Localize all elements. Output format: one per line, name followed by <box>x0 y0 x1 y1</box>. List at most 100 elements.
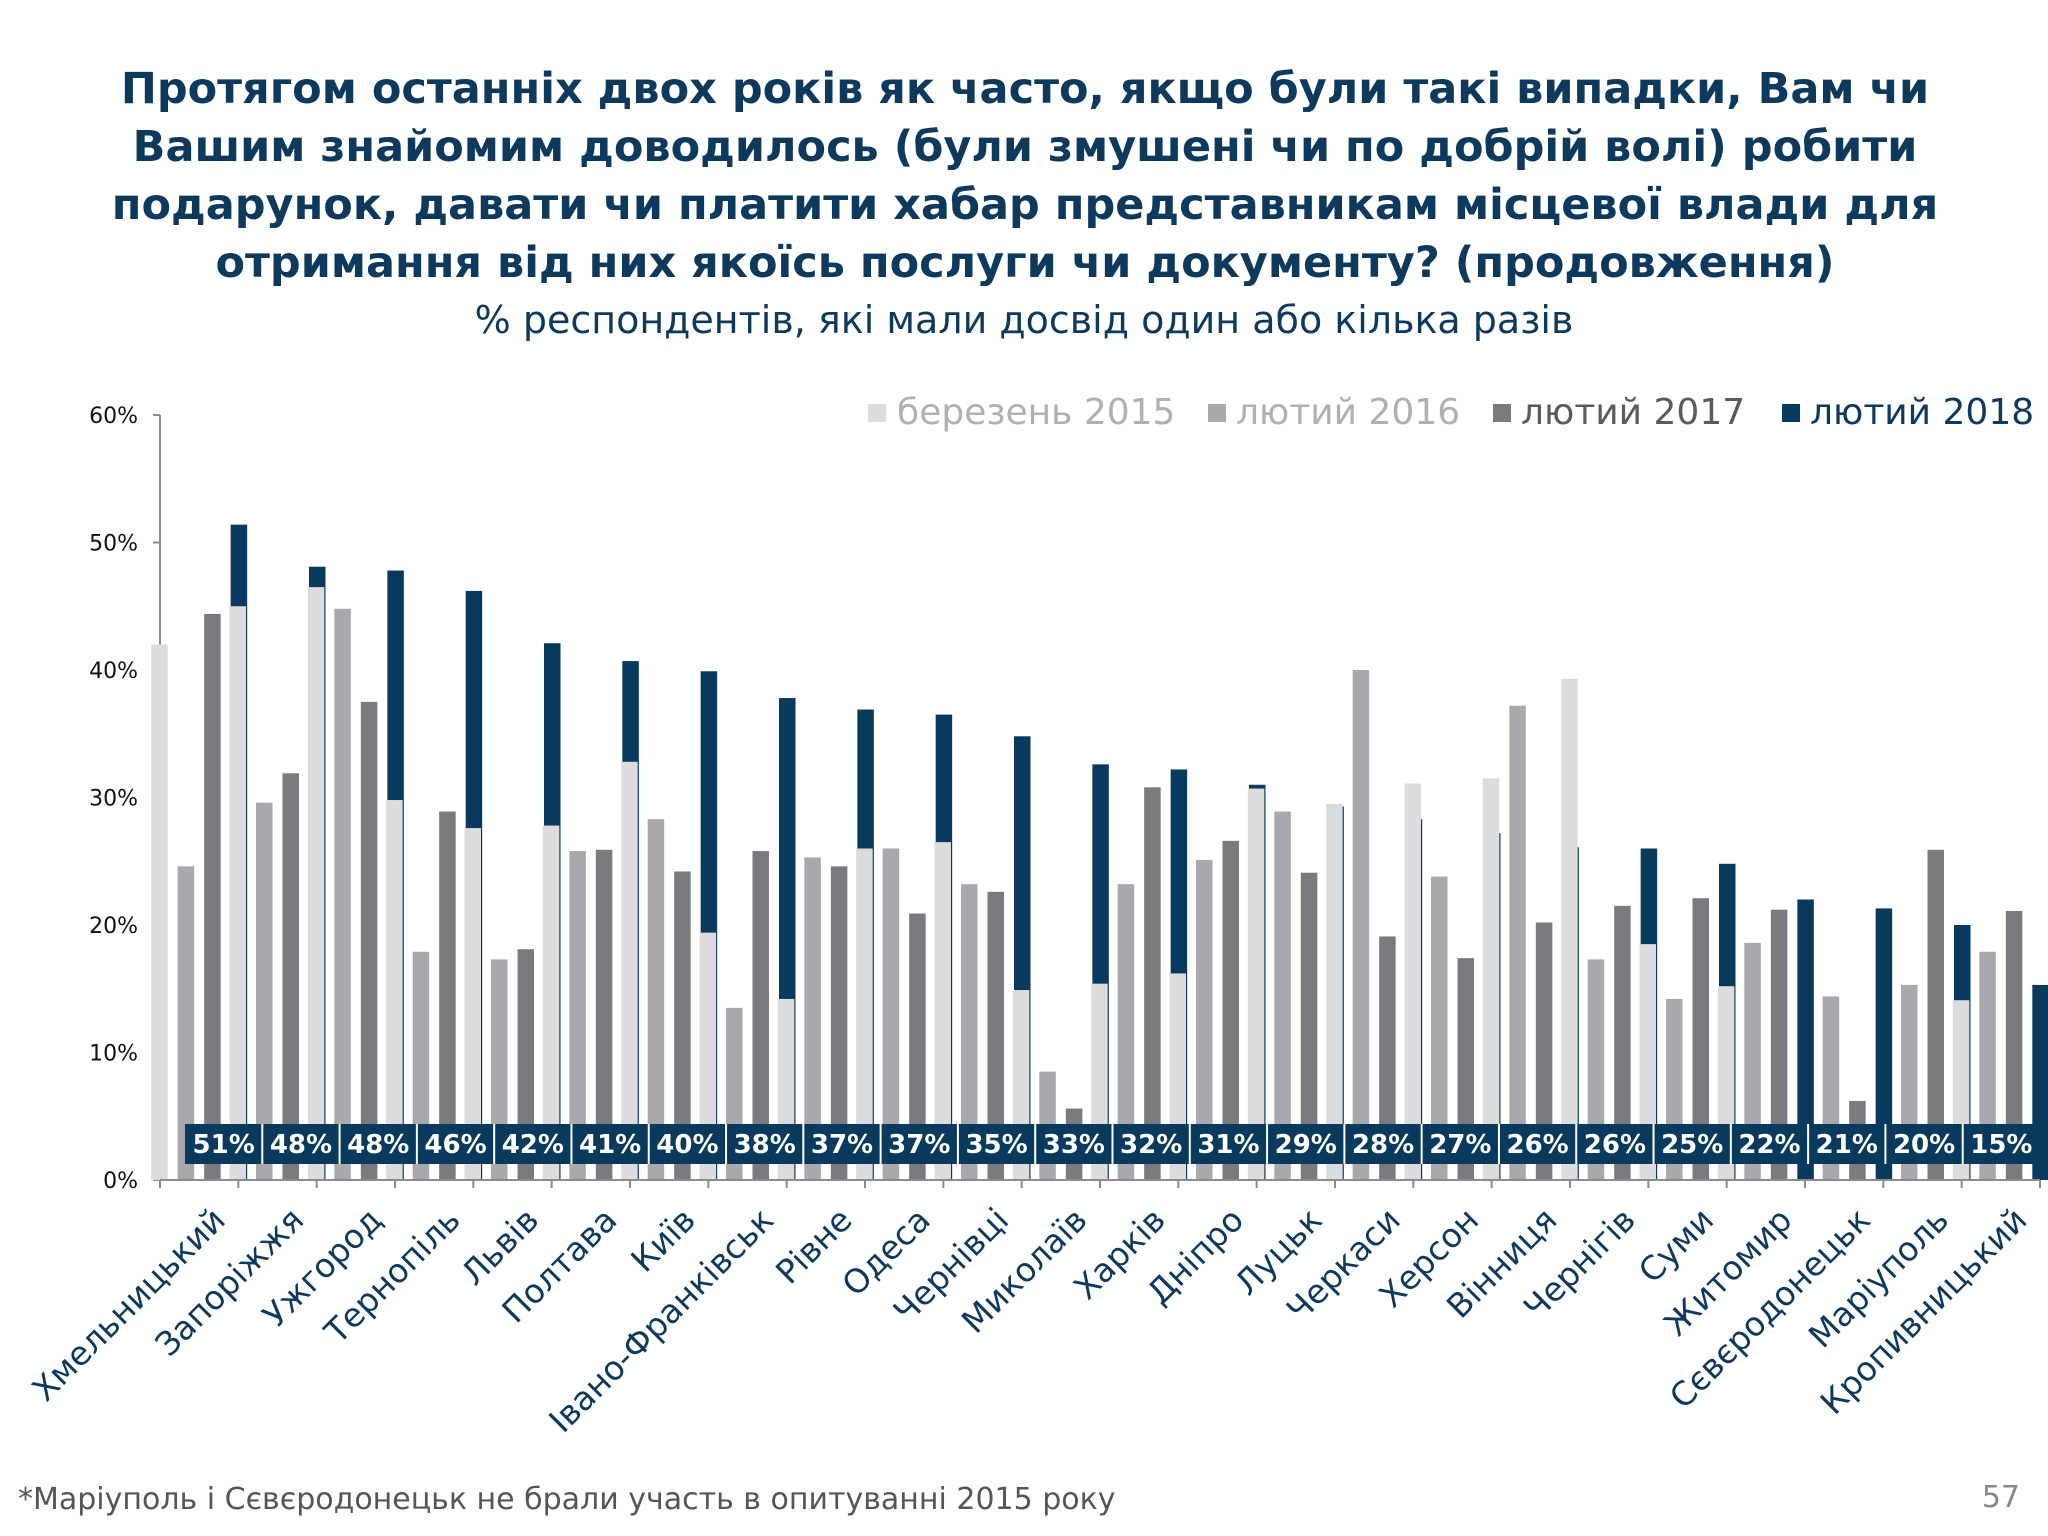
bar <box>1979 951 1996 1180</box>
bar <box>882 848 900 1180</box>
y-tick-label: 40% <box>89 659 138 684</box>
bar <box>909 913 926 1180</box>
bar <box>1535 922 1553 1180</box>
data-label: 26% <box>1584 1130 1646 1160</box>
bar <box>360 701 378 1180</box>
data-label: 41% <box>579 1130 641 1160</box>
legend-swatch <box>1208 404 1226 422</box>
data-label: 25% <box>1661 1130 1723 1160</box>
bar <box>1692 898 1709 1180</box>
bar <box>621 761 638 1180</box>
legend: березень 2015 лютий 2016 лютий 2017 лютий 2… <box>868 392 2034 433</box>
bar <box>542 825 560 1180</box>
bar <box>699 932 716 1180</box>
bar <box>1196 859 1213 1180</box>
bar <box>961 884 978 1180</box>
bar <box>439 811 456 1180</box>
data-label: 48% <box>347 1130 409 1160</box>
bar <box>1352 670 1370 1180</box>
legend-swatch <box>1782 404 1800 422</box>
data-label: 42% <box>502 1130 564 1160</box>
footnote: *Маріуполь і Сєвєродонецьк не брали учас… <box>18 1482 1116 1517</box>
bar <box>856 848 873 1180</box>
bar <box>517 949 534 1180</box>
bar <box>307 587 325 1180</box>
data-label: 33% <box>1043 1130 1105 1160</box>
legend-label: лютий 2016 <box>1236 392 1460 433</box>
bar <box>256 802 273 1180</box>
legend-swatch <box>1493 404 1511 422</box>
data-label: 48% <box>270 1130 332 1160</box>
bar <box>804 857 821 1180</box>
bar <box>647 819 665 1180</box>
chart-title: Протягом останніх двох років як часто, я… <box>111 64 1939 288</box>
bar <box>282 773 299 1180</box>
bar <box>1274 811 1291 1180</box>
bar <box>386 800 403 1180</box>
legend-swatch <box>868 404 886 422</box>
y-tick-label: 10% <box>89 1042 138 1067</box>
data-label: 20% <box>1893 1130 1955 1160</box>
bar <box>934 842 951 1180</box>
data-label: 28% <box>1352 1130 1414 1160</box>
legend-label: лютий 2018 <box>1810 392 2034 433</box>
data-label: 46% <box>424 1130 486 1160</box>
bar <box>1927 849 1944 1180</box>
bar <box>1247 788 1265 1180</box>
bar <box>464 828 481 1180</box>
bar <box>1300 872 1318 1180</box>
data-label: 38% <box>734 1130 796 1160</box>
y-axis: 0% 10% 20% 30% 40% 50% 60% <box>89 404 161 1194</box>
bar <box>1875 908 1893 1180</box>
bar <box>674 871 691 1180</box>
legend-label: лютий 2017 <box>1521 392 1745 433</box>
bar <box>752 851 769 1180</box>
bar <box>1326 803 1343 1180</box>
x-axis: ХмельницькийЗапоріжжяУжгородТернопільЛьв… <box>24 1179 2041 1440</box>
bar <box>830 866 848 1180</box>
bar <box>412 951 430 1180</box>
data-label: 37% <box>888 1130 950 1160</box>
bar <box>1482 778 1500 1180</box>
bar <box>569 851 586 1180</box>
bar <box>1797 899 1814 1180</box>
bar <box>151 644 168 1180</box>
bar <box>1431 876 1448 1180</box>
bar <box>204 613 221 1180</box>
bar <box>1144 787 1161 1180</box>
bar <box>229 606 246 1180</box>
data-labels: 51% 48% 48% 46% 42% 41% 40% 38% 37% 37% 35% 33% 32% 3… <box>185 1124 2040 1164</box>
bar <box>1770 909 1788 1180</box>
data-label: 37% <box>811 1130 873 1160</box>
data-label: 51% <box>193 1130 255 1160</box>
bar <box>1561 678 1578 1180</box>
legend-label: березень 2015 <box>897 392 1175 433</box>
bar <box>1744 942 1761 1180</box>
y-tick-label: 0% <box>103 1169 138 1194</box>
bar <box>2005 910 2023 1180</box>
data-label: 21% <box>1816 1130 1878 1160</box>
bars <box>151 524 2048 1180</box>
y-tick-label: 50% <box>89 532 138 557</box>
y-tick-label: 20% <box>89 914 138 939</box>
bar <box>1222 840 1239 1180</box>
data-label: 32% <box>1120 1130 1182 1160</box>
bar <box>177 866 195 1180</box>
data-label: 35% <box>965 1130 1027 1160</box>
bar <box>987 891 1004 1180</box>
bar <box>595 849 613 1180</box>
bar <box>334 608 351 1180</box>
data-label: 22% <box>1738 1130 1800 1160</box>
data-label: 40% <box>656 1130 718 1160</box>
chart-subtitle: % респондентів, які мали досвід один або… <box>474 298 1574 342</box>
y-tick-label: 60% <box>89 404 138 429</box>
data-label: 31% <box>1197 1130 1259 1160</box>
page-number: 57 <box>1981 1480 2020 1515</box>
bar <box>1509 705 1526 1180</box>
data-label: 26% <box>1506 1130 1568 1160</box>
data-label: 27% <box>1429 1130 1491 1160</box>
bar <box>1639 944 1656 1180</box>
bar <box>1404 783 1421 1180</box>
data-label: 15% <box>1970 1130 2032 1160</box>
